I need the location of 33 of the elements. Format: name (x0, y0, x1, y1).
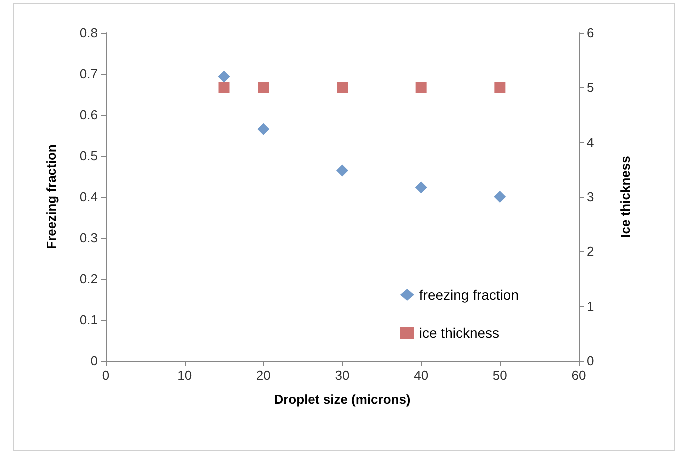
y-tick-label: 0.4 (80, 190, 98, 204)
y2-tick-label: 2 (587, 244, 594, 260)
y-tick-label: 0.5 (80, 148, 98, 164)
y2-tick-label: 3 (587, 190, 594, 204)
point (415, 182, 428, 194)
x-tick-label: 10 (178, 368, 192, 383)
x-tick-label: 20 (256, 368, 271, 383)
y-tick-label: 0.1 (80, 312, 98, 328)
legend-label: ice thickness (419, 325, 500, 341)
y-tick-label: 0.8 (80, 26, 98, 40)
y-tick-label: 0.6 (80, 108, 98, 122)
y2-axis-title: Ice thickness (618, 156, 633, 238)
x-axis-title: Droplet size (microns) (274, 392, 411, 407)
y-axis-title: Freezing fraction (44, 144, 59, 250)
y2-tick-label: 4 (587, 134, 594, 150)
x-tick-label: 0 (102, 368, 110, 383)
x-tick-label: 40 (414, 368, 429, 383)
x-tick-label: 30 (335, 368, 350, 383)
y2-tick-label: 0 (587, 354, 594, 368)
y2-tick-label: 6 (587, 26, 594, 40)
y-tick-label: 0.7 (80, 66, 98, 82)
y2-tick-label: 1 (587, 298, 594, 314)
x-tick-label: 60 (572, 368, 586, 383)
point (218, 70, 230, 83)
y-tick-label: 0 (90, 354, 98, 368)
point (258, 123, 270, 136)
point (494, 191, 506, 203)
legend-label: freezing fraction (419, 287, 520, 303)
point (336, 164, 348, 177)
y-tick-label: 0.2 (80, 272, 98, 286)
x-tick-label: 50 (492, 368, 508, 383)
y2-tick-label: 5 (587, 80, 594, 96)
y-tick-label: 0.3 (80, 230, 98, 246)
